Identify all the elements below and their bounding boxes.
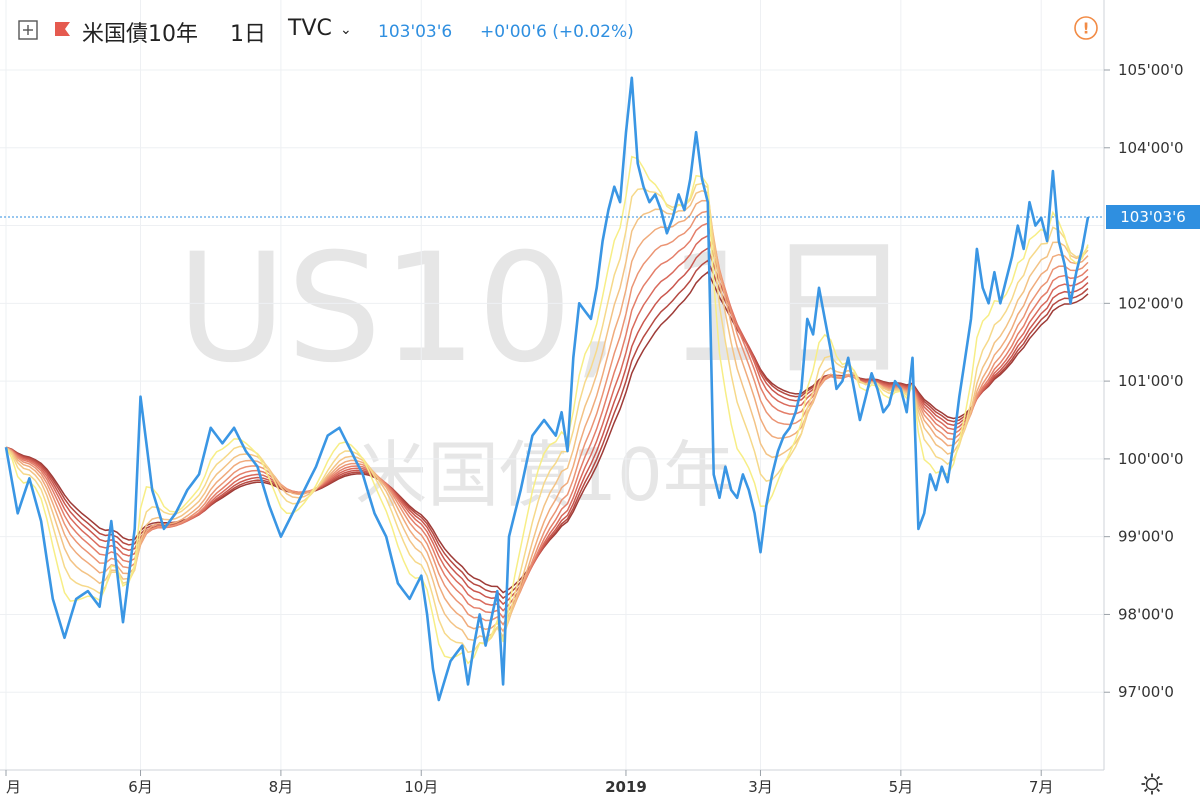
y-tick-label: 102'00'0 <box>1118 294 1184 312</box>
ribbon-line <box>5 222 1089 619</box>
watermark: US10, 1日 米国債10年 <box>177 222 914 517</box>
exchange[interactable]: TVC <box>288 16 332 41</box>
chart-header: 米国債10年 1日 TVC ⌄ 103'03'6 +0'00'6 (+0.02%… <box>0 0 1104 62</box>
settings-icon[interactable] <box>1140 772 1164 796</box>
interval[interactable]: 1日 <box>230 22 266 47</box>
last-price-tag: 103'03'6 <box>1106 205 1200 229</box>
x-tick-label: 2019 <box>605 778 647 796</box>
y-tick-label: 105'00'0 <box>1118 61 1184 79</box>
y-tick-label: 104'00'0 <box>1118 139 1184 157</box>
ribbon-line <box>5 210 1089 626</box>
flag-icon <box>54 21 72 47</box>
last-price: 103'03'6 <box>378 22 453 42</box>
x-tick-label: 月 <box>6 778 21 796</box>
y-tick-label: 97'00'0 <box>1118 683 1174 701</box>
x-tick-label: 6月 <box>128 778 153 796</box>
x-tick-label: 3月 <box>748 778 773 796</box>
chevron-down-icon[interactable]: ⌄ <box>340 22 352 38</box>
time-axis[interactable]: 月 6月 8月 10月 2019 3月 5月 7月 <box>5 770 1054 796</box>
expand-icon[interactable] <box>18 20 38 46</box>
symbol-name[interactable]: 米国債10年 <box>82 22 198 47</box>
price-change: +0'00'6 (+0.02%) <box>480 22 634 42</box>
y-tick-label: 100'00'0 <box>1118 450 1184 468</box>
watermark-main: US10, 1日 <box>177 222 914 396</box>
svg-text:!: ! <box>1083 20 1090 38</box>
x-tick-label: 10月 <box>404 778 438 796</box>
x-tick-label: 7月 <box>1029 778 1054 796</box>
price-axis[interactable]: 105'00'0 104'00'0 102'00'0 101'00'0 100'00'0… <box>1104 61 1184 701</box>
y-tick-label: 99'00'0 <box>1118 528 1174 546</box>
x-tick-label: 8月 <box>269 778 294 796</box>
y-tick-label: 98'00'0 <box>1118 605 1174 623</box>
price-series <box>4 76 1090 702</box>
alert-icon[interactable]: ! <box>1073 15 1099 45</box>
gridlines <box>0 0 1104 770</box>
y-tick-label: 101'00'0 <box>1118 372 1184 390</box>
x-tick-label: 5月 <box>889 778 914 796</box>
price-line <box>4 76 1090 702</box>
